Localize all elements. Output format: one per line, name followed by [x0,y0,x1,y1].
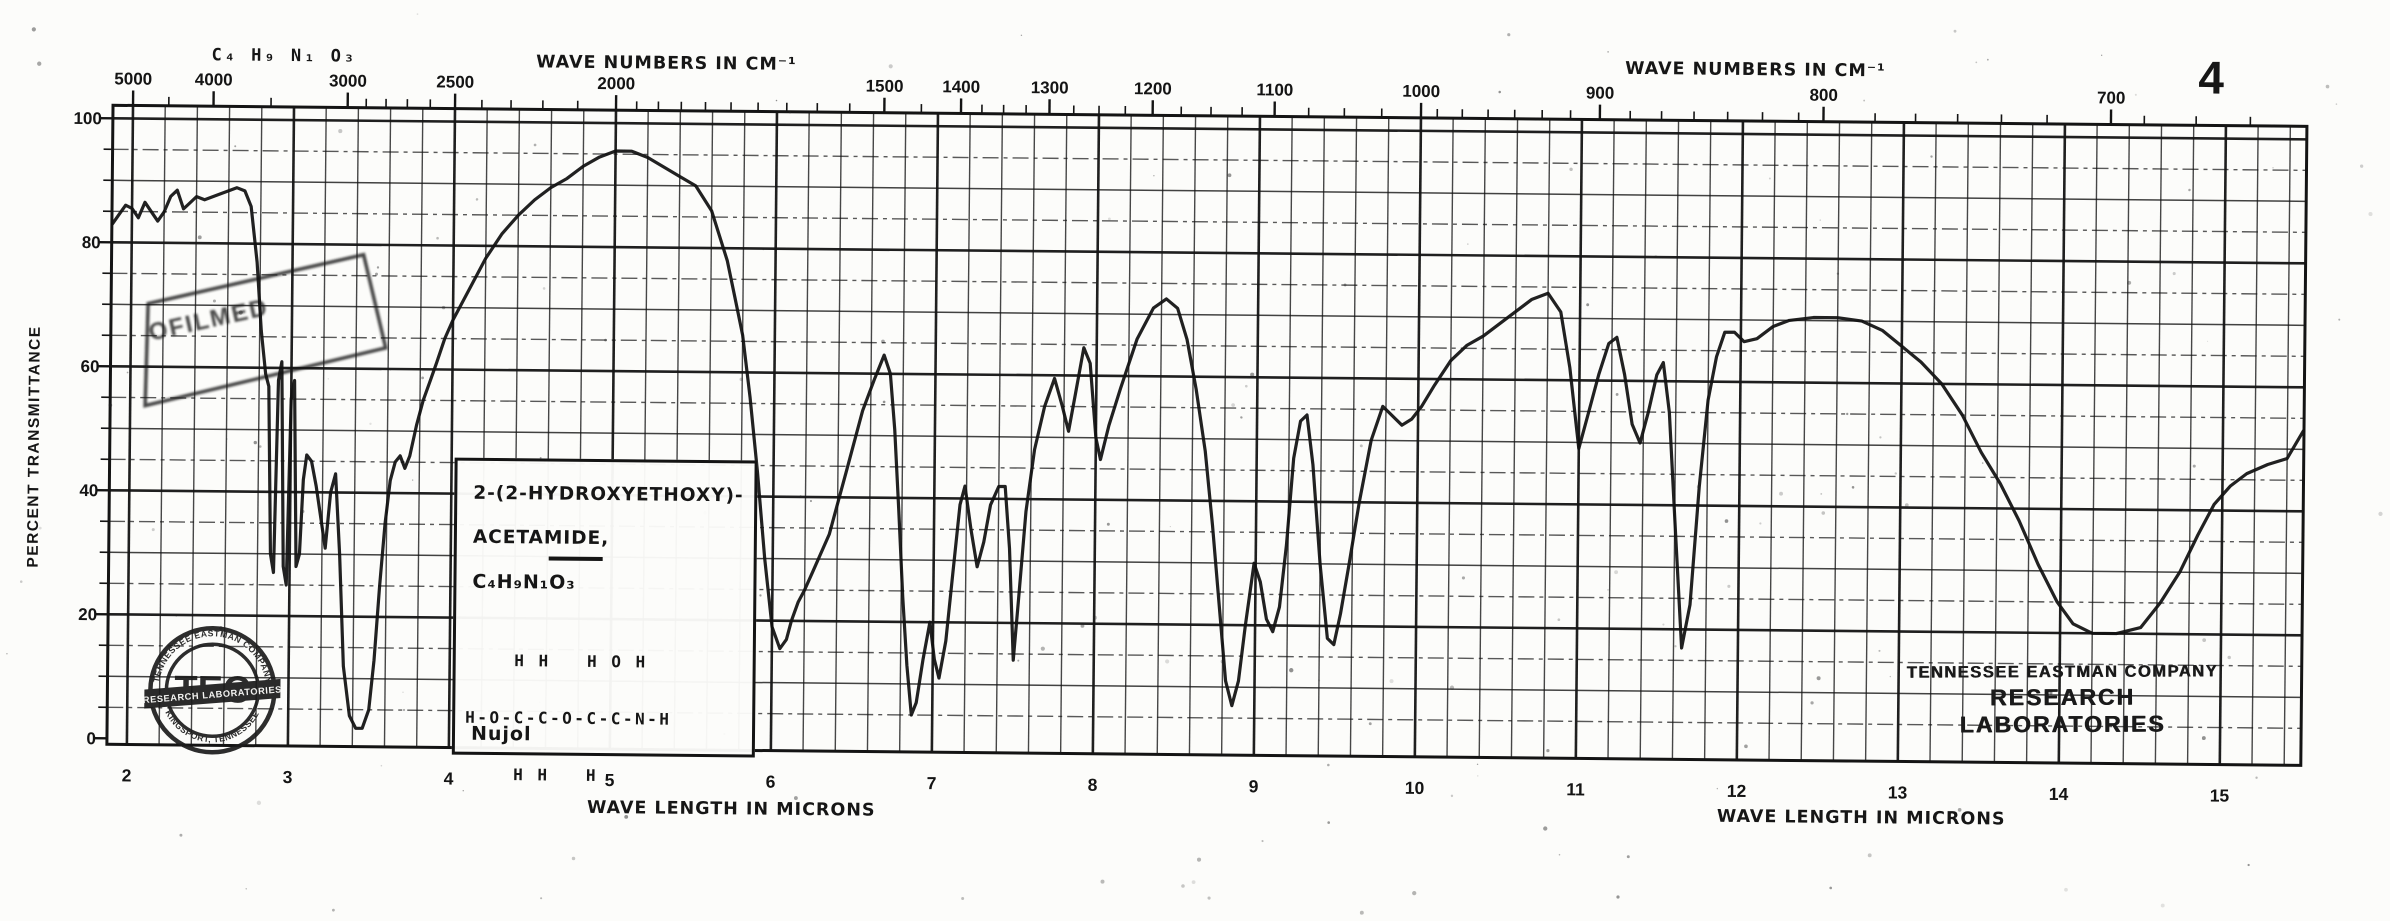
transmittance-tick-label: 20 [78,605,97,624]
laboratory-stamp-line1: TENNESSEE EASTMAN COMPANY [1906,662,2218,682]
underline-mark [548,556,603,561]
micron-tick-label: 5 [605,770,615,790]
micron-tick-label: 2 [122,765,132,785]
bottom-axis-title-right: WAVE LENGTH IN MICRONS [1716,806,2006,830]
structure-row-bottom: H H H [464,764,599,785]
micron-tick-label: 9 [1249,776,1259,796]
scan-noise [6,13,2383,915]
top-axis-title-right: WAVE NUMBERS IN CM⁻¹ [1625,58,1886,82]
wavenumber-tick-label: 3000 [329,71,367,90]
wavenumber-tick-label: 5000 [114,69,152,88]
structure-row-top: H H H O H [465,650,648,672]
wavenumber-tick-label: 1100 [1256,80,1293,99]
compound-formula: C₄H₉N₁O₃ [472,570,576,594]
transmittance-tick-label: 80 [82,233,101,252]
micron-tick-label: 11 [1566,779,1585,799]
wavenumber-tick-label: 4000 [195,70,233,89]
spectrum-trace [110,149,2306,730]
wavenumber-tick-label: 900 [1586,83,1615,102]
handwritten-formula: C₄ H₉ N₁ O₃ [211,45,358,67]
micron-tick-label: 8 [1088,775,1098,795]
mull-medium-label: Nujol [470,722,532,746]
sample-info-box: 2-(2-HYDROXYETHOXY)- ACETAMIDE, C₄H₉N₁O₃… [451,457,758,785]
wavenumber-tick-label: 1400 [942,77,980,96]
wavenumber-tick-label: 700 [2097,88,2126,107]
wavenumber-tick-label: 1300 [1031,78,1069,97]
plot-border [105,103,2309,767]
micron-tick-label: 4 [444,769,454,789]
micron-tick-label: 12 [1727,781,1747,801]
diagonal-stamp: OFILMED [143,252,388,408]
structural-formula: H H H O H H-O-C-C-O-C-C-N-H H H H [464,613,672,824]
micron-tick-label: 13 [1888,782,1908,802]
wavenumber-tick-label: 1000 [1402,82,1440,101]
compound-name-line1: 2-(2-HYDROXYETHOXY)- [473,482,744,507]
axis-tick-labels: 5000 4000 3000 2500 2000 1500 1400 1300 1200 1100… [73,69,2230,805]
compound-name-line2: ACETAMIDE, [472,526,610,550]
transmittance-tick-label: 40 [79,481,98,500]
diagonal-stamp-text: OFILMED [146,294,271,347]
seal-banner: RESEARCH LABORATORIES [143,678,282,710]
micron-tick-label: 10 [1405,778,1425,798]
micron-tick-label: 6 [766,772,776,792]
laboratory-stamp: TENNESSEE EASTMAN COMPANY RESEARCH LABOR… [1887,662,2237,739]
micron-tick-label: 3 [283,767,293,787]
wavenumber-tick-label: 1500 [866,77,904,96]
wavenumber-tick-label: 2000 [597,74,635,93]
micron-tick-label: 7 [927,773,937,793]
laboratory-stamp-line2: RESEARCH LABORATORIES [1959,683,2166,738]
company-seal: TENNESSEE EASTMAN COMPANY KINGSPORT, TEN… [143,626,282,755]
wavenumber-tick-label: 800 [1809,86,1838,105]
transmittance-tick-label: 0 [86,729,96,748]
micron-tick-label: 15 [2210,785,2230,805]
wavenumber-tick-label: 2500 [436,72,474,91]
transmittance-tick-label: 100 [73,109,102,128]
wavenumber-tick-label: 1200 [1134,79,1172,98]
page-number: 4 [2198,51,2225,104]
transmittance-tick-label: 60 [81,357,100,376]
top-axis-title-left: WAVE NUMBERS IN CM⁻¹ [536,52,797,75]
micron-tick-label: 14 [2049,784,2069,804]
